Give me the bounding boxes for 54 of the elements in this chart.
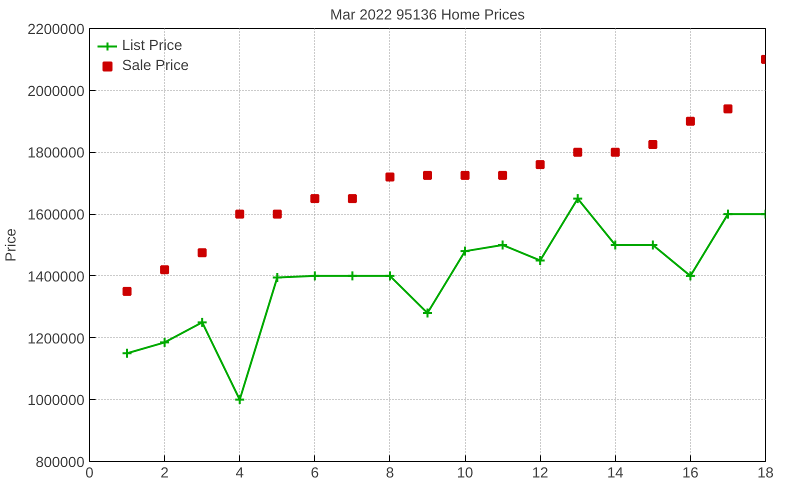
point — [159, 336, 170, 348]
point — [610, 148, 620, 157]
point — [385, 172, 394, 182]
chart-title: Mar 2022 95136 Home Prices — [330, 8, 525, 24]
x-tick-label: 12 — [532, 466, 548, 480]
y-tick-label: 2200000 — [27, 22, 85, 38]
x-tick-label: 8 — [386, 466, 394, 480]
x-tick-label: 10 — [456, 466, 474, 480]
point — [460, 246, 471, 257]
y-tick-label: 1400000 — [27, 269, 85, 286]
point — [272, 210, 282, 219]
point — [684, 270, 696, 282]
point — [198, 248, 207, 258]
y-tick-label: 1000000 — [27, 393, 85, 410]
x-tick-label: 18 — [757, 466, 774, 480]
x-tick-label: 6 — [310, 466, 319, 480]
point — [497, 240, 508, 250]
point — [235, 210, 244, 219]
point — [422, 308, 433, 319]
point — [122, 286, 132, 296]
y-tick-label: 1200000 — [27, 331, 85, 348]
point — [722, 208, 734, 220]
point — [498, 170, 508, 180]
legend-label: Sale Price — [122, 58, 189, 74]
point — [348, 194, 357, 204]
y-tick-label: 1800000 — [27, 146, 85, 162]
point — [160, 265, 170, 274]
point — [272, 272, 283, 283]
y-tick-label: 1600000 — [27, 208, 85, 224]
point — [122, 348, 133, 359]
point — [423, 170, 432, 180]
x-tick-label: 16 — [682, 466, 699, 480]
y-tick-label: 800000 — [36, 455, 85, 471]
legend-label: List Price — [122, 38, 182, 54]
point — [573, 148, 582, 157]
point — [196, 316, 208, 328]
point — [723, 104, 732, 114]
point — [686, 116, 695, 126]
x-tick-label: 2 — [160, 466, 169, 480]
point — [572, 193, 584, 204]
point — [648, 140, 658, 149]
point — [234, 394, 246, 406]
point — [536, 160, 545, 170]
y-axis-title: Price — [3, 228, 20, 262]
y-tick-label: 2000000 — [27, 84, 85, 100]
point — [534, 254, 546, 266]
point — [309, 270, 320, 282]
point — [346, 270, 358, 282]
x-tick-label: 14 — [607, 466, 624, 480]
point — [460, 170, 470, 180]
x-tick-label: 4 — [236, 466, 244, 480]
point — [310, 194, 320, 204]
x-tick-label: 0 — [85, 466, 94, 480]
point — [384, 270, 396, 282]
